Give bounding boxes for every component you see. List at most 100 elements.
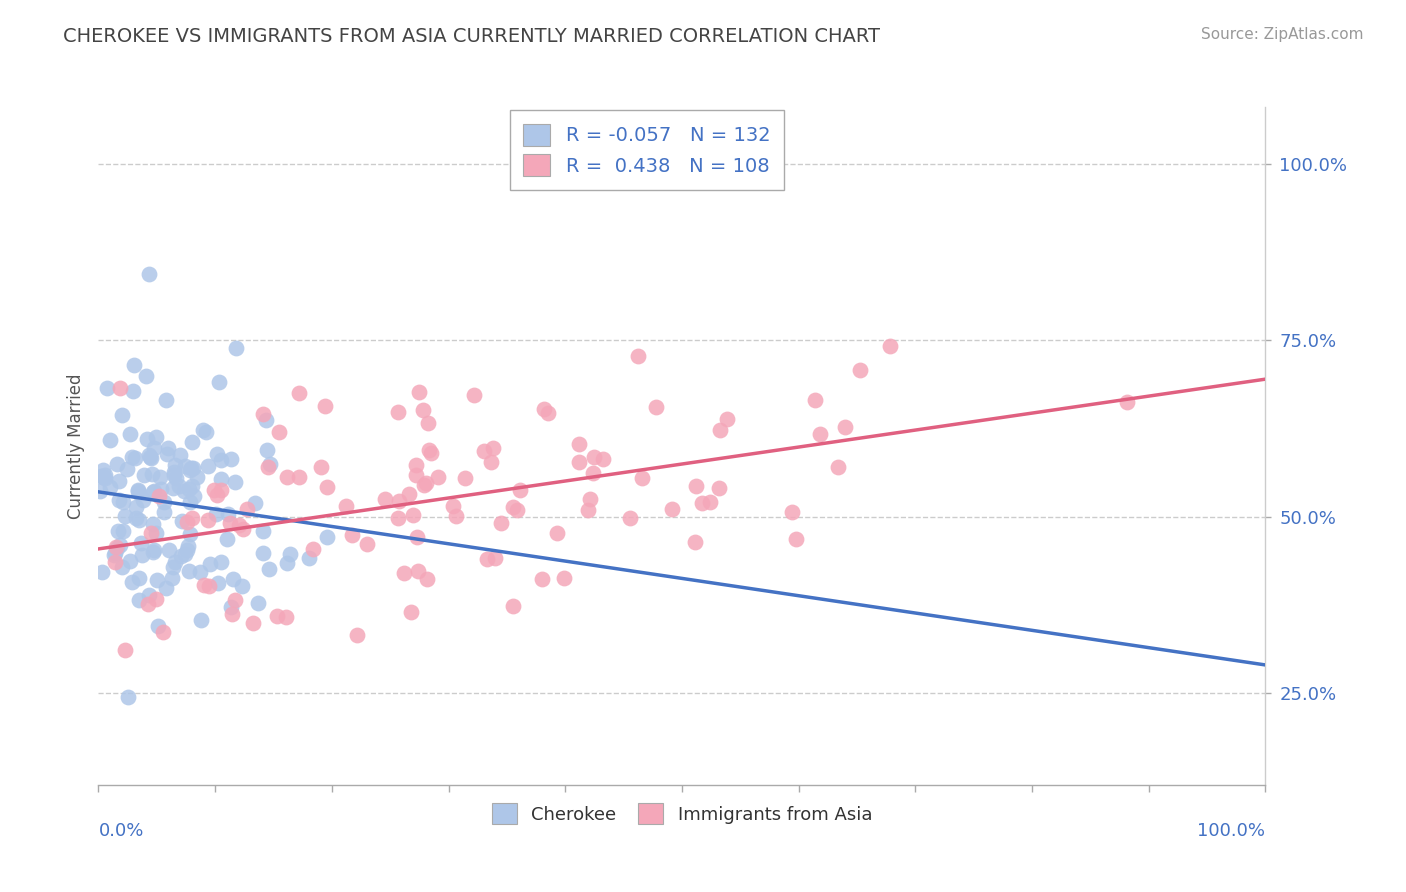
Point [472,444,495,458]
Point [177,483,200,497]
Point [505,503,527,517]
Point [170,549,193,563]
Point [131,548,153,562]
Point [315,530,337,544]
Point [127,483,149,498]
Point [274,609,297,624]
Point [463,388,485,402]
Point [136,432,159,446]
Point [1116,394,1139,409]
Point [254,413,277,427]
Point [118,426,141,441]
Point [170,515,193,529]
Point [162,560,184,574]
Legend: Cherokee, Immigrants from Asia: Cherokee, Immigrants from Asia [479,791,884,837]
Point [91,566,114,580]
Point [242,616,264,631]
Point [114,509,136,524]
Point [152,624,174,639]
Point [190,613,212,627]
Point [489,516,512,530]
Point [142,484,165,499]
Point [256,442,278,457]
Point [128,512,150,526]
Point [834,420,856,434]
Point [180,461,202,475]
Point [181,511,204,525]
Point [94,471,117,485]
Point [179,463,201,477]
Point [108,475,131,489]
Point [287,386,309,401]
Point [219,451,242,466]
Point [568,436,591,450]
Point [484,551,506,566]
Point [716,411,738,425]
Point [482,441,505,455]
Point [582,467,605,481]
Point [150,482,173,496]
Point [219,599,242,614]
Point [195,425,218,440]
Point [121,450,143,464]
Point [108,538,131,552]
Point [142,544,165,558]
Point [394,566,416,580]
Point [162,571,184,585]
Point [259,457,281,471]
Point [475,552,498,566]
Point [124,358,146,372]
Point [479,455,502,469]
Point [163,458,186,472]
Point [592,452,614,467]
Point [645,400,668,414]
Point [146,619,169,633]
Point [231,579,253,593]
Text: CHEROKEE VS IMMIGRANTS FROM ASIA CURRENTLY MARRIED CORRELATION CHART: CHEROKEE VS IMMIGRANTS FROM ASIA CURRENT… [63,27,880,45]
Point [118,554,141,568]
Point [412,477,434,491]
Point [388,493,411,508]
Point [808,427,831,442]
Point [316,480,339,494]
Point [314,399,336,413]
Point [138,448,160,462]
Point [205,487,228,501]
Point [141,526,163,541]
Point [163,555,186,569]
Point [145,592,167,607]
Point [163,465,186,479]
Point [115,462,138,476]
Point [217,532,239,546]
Text: 0.0%: 0.0% [98,822,143,840]
Point [179,565,201,579]
Point [105,457,128,471]
Point [288,470,311,484]
Point [252,407,274,421]
Point [193,423,215,437]
Point [125,510,148,524]
Point [108,381,131,395]
Point [553,572,575,586]
Point [193,577,215,591]
Point [142,516,165,531]
Point [138,267,160,281]
Point [138,597,160,611]
Point [217,508,239,522]
Point [202,483,225,497]
Point [127,483,149,497]
Point [399,605,422,619]
Point [131,536,153,550]
Point [533,402,555,417]
Point [224,475,246,489]
Point [576,503,599,517]
Point [152,505,174,519]
Point [207,576,229,591]
Point [387,405,409,419]
Point [236,501,259,516]
Point [278,547,301,561]
Point [340,528,363,542]
Point [209,483,232,497]
Point [803,392,825,407]
Point [546,525,568,540]
